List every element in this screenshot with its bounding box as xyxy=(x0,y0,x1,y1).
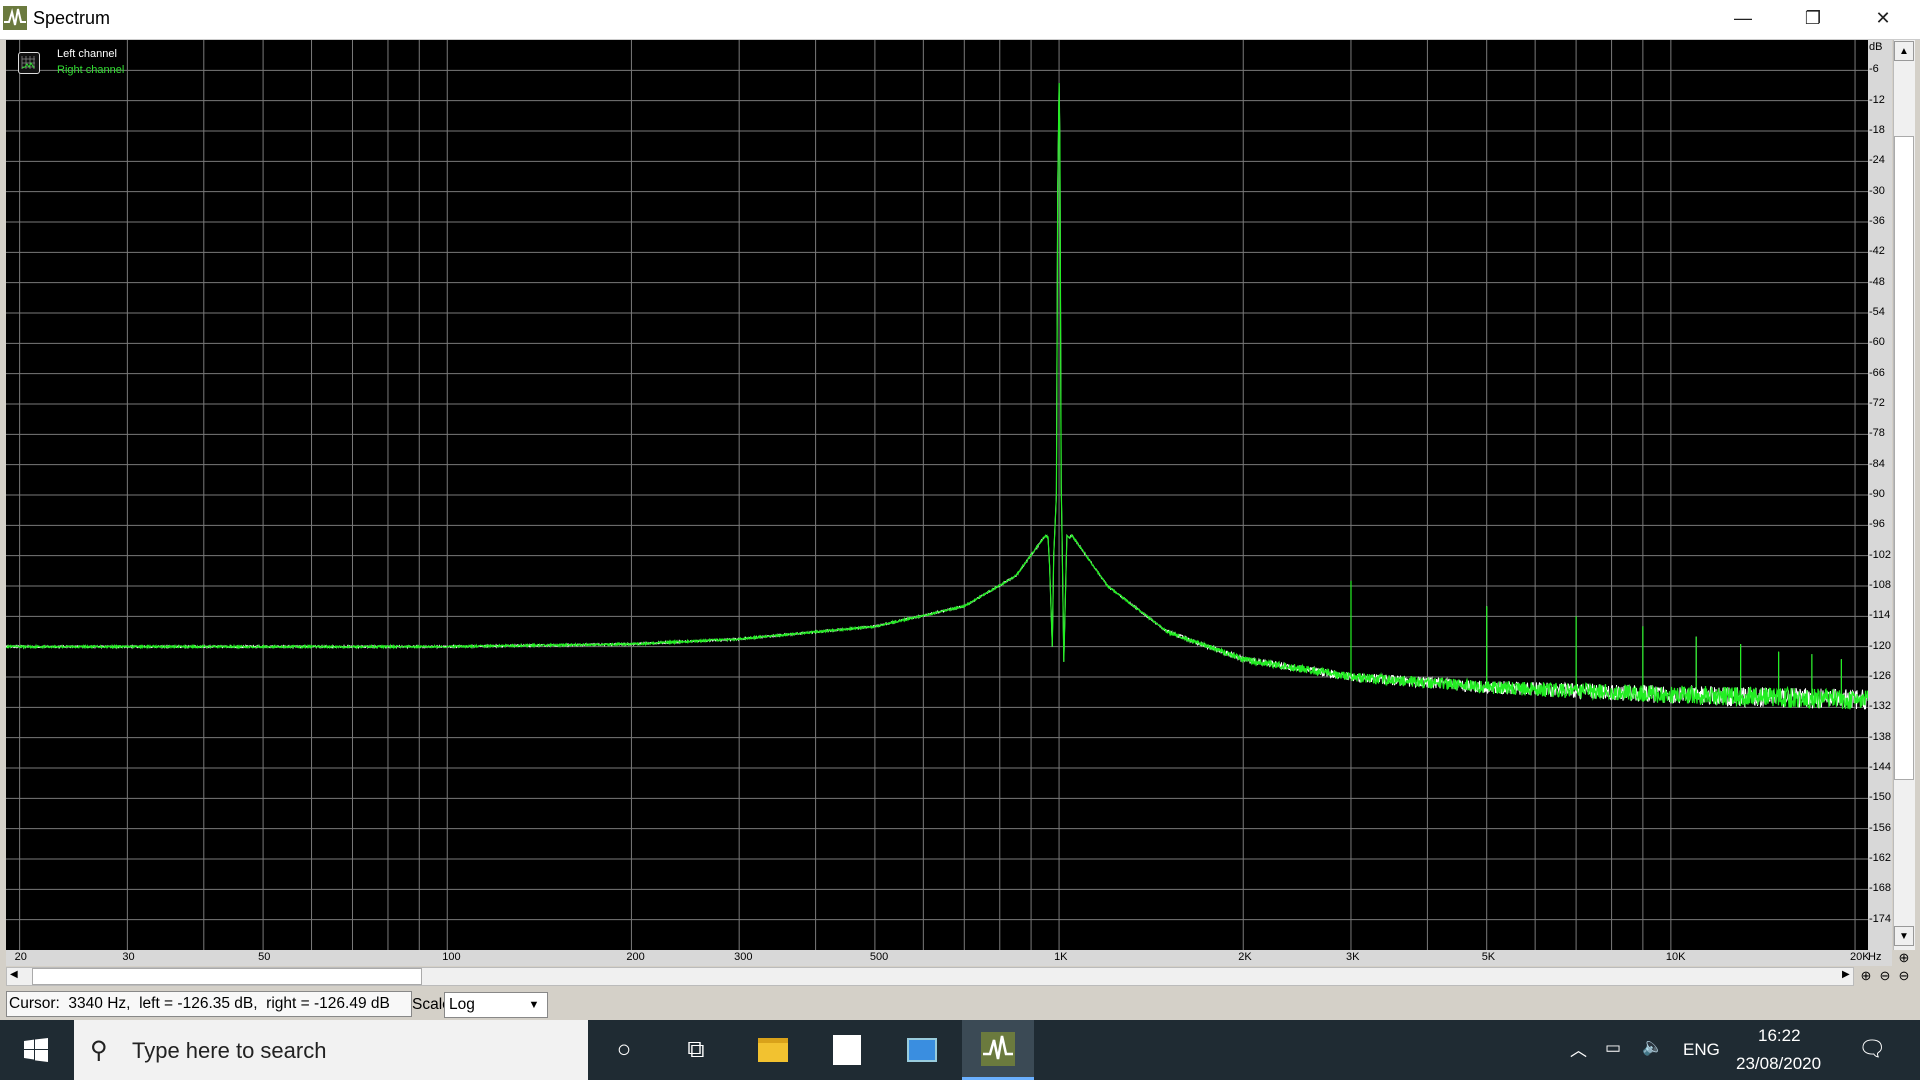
x-tick-label: 300 xyxy=(734,951,753,963)
start-button[interactable] xyxy=(0,1020,72,1080)
y-tick-label: -174 xyxy=(1869,912,1892,925)
y-tick-label: -150 xyxy=(1869,791,1892,804)
y-tick-label: -12 xyxy=(1869,93,1885,106)
spectrum-chart xyxy=(5,40,1869,950)
y-tick-label: -84 xyxy=(1869,457,1885,470)
x-tick-label: 50 xyxy=(258,951,271,963)
cortana-icon[interactable]: ○ xyxy=(616,1036,632,1063)
scale-select[interactable]: Log xyxy=(444,992,548,1018)
y-tick-label: -114 xyxy=(1869,609,1891,622)
y-tick-label: -156 xyxy=(1869,821,1892,834)
spectrum-taskbar-icon[interactable] xyxy=(962,1020,1034,1080)
search-icon: ⚲ xyxy=(90,1037,108,1064)
scroll-up-button[interactable]: ▲ xyxy=(1894,41,1914,61)
zoom-out-x-icon[interactable]: ⊖ xyxy=(1879,968,1891,983)
y-tick-label: -96 xyxy=(1869,518,1885,531)
legend-toggle-icon[interactable] xyxy=(18,52,40,74)
scroll-right-button[interactable]: ▶ xyxy=(1842,969,1850,980)
y-tick-label: -24 xyxy=(1869,154,1885,167)
y-tick-label: -120 xyxy=(1869,639,1892,652)
y-tick-label: -138 xyxy=(1869,730,1892,743)
series-left-channel xyxy=(5,82,1869,710)
y-tick-label: -42 xyxy=(1869,245,1885,258)
y-tick-label: -66 xyxy=(1869,366,1885,379)
spectrum-plot[interactable] xyxy=(5,40,1869,950)
y-axis-unit: dB xyxy=(1869,41,1883,53)
clock-date[interactable]: 23/08/2020 xyxy=(1736,1054,1822,1073)
vertical-scroll-thumb[interactable] xyxy=(1894,136,1914,780)
y-tick-label: -102 xyxy=(1869,548,1892,561)
y-tick-label: -144 xyxy=(1869,761,1892,773)
scale-label: Scale xyxy=(412,996,451,1013)
y-tick-label: -30 xyxy=(1869,184,1885,197)
horizontal-scroll-thumb[interactable] xyxy=(32,968,422,985)
y-tick-label: -60 xyxy=(1869,336,1885,349)
y-tick-label: -108 xyxy=(1869,579,1892,591)
x-tick-label: 100 xyxy=(442,951,461,963)
x-tick-label: 20K xyxy=(1850,951,1870,963)
scroll-left-button[interactable]: ◀ xyxy=(10,969,18,980)
clock-time[interactable]: 16:22 xyxy=(1758,1026,1801,1045)
x-tick-label: 1K xyxy=(1054,951,1068,963)
y-tick-label: -78 xyxy=(1869,427,1885,440)
y-tick-label: -18 xyxy=(1869,124,1885,136)
windows-icon xyxy=(24,1038,48,1062)
x-axis-unit: Hz xyxy=(1868,951,1882,963)
language-indicator[interactable]: ENG xyxy=(1683,1040,1720,1059)
x-tick-label: 3K xyxy=(1345,951,1360,963)
restore-button[interactable]: ❐ xyxy=(1804,7,1822,28)
x-axis: Hz 20 30 50 100 200 300 500 1K 2K 3K 5K 10K 20K xyxy=(6,950,1892,966)
y-tick-label: -162 xyxy=(1869,852,1892,864)
x-tick-label: 2K xyxy=(1238,951,1252,963)
store-icon[interactable] xyxy=(811,1020,883,1080)
zoom-out-y-icon[interactable]: ⊖ xyxy=(1898,968,1910,983)
y-tick-label: -54 xyxy=(1869,306,1885,318)
search-placeholder[interactable]: Type here to search xyxy=(132,1038,327,1063)
y-axis: dB -6 -12 -18 -24 -30 -36 -42 -48 -54 -60 -66 -72 -7… xyxy=(1868,40,1892,950)
y-tick-label: -132 xyxy=(1869,700,1892,713)
minimize-button[interactable]: — xyxy=(1734,7,1752,28)
app-icon xyxy=(3,6,27,30)
y-tick-label: -36 xyxy=(1869,215,1885,227)
legend-right-channel: Right channel xyxy=(57,64,125,76)
chevron-down-icon[interactable]: ▼ xyxy=(528,999,540,1011)
volume-icon[interactable]: 🔈 xyxy=(1642,1037,1664,1056)
y-tick-label: -6 xyxy=(1869,63,1879,76)
scroll-down-button[interactable]: ▼ xyxy=(1894,926,1914,946)
y-tick-label: -48 xyxy=(1869,275,1885,288)
task-view-icon[interactable]: ⧉ xyxy=(687,1036,705,1063)
cursor-readout: Cursor: 3340 Hz, left = -126.35 dB, righ… xyxy=(6,991,412,1017)
grid xyxy=(6,40,1868,950)
horizontal-scrollbar[interactable] xyxy=(6,967,1854,986)
show-hidden-icons-icon[interactable]: ︿ xyxy=(1570,1041,1587,1060)
control-panel-icon[interactable] xyxy=(886,1020,958,1080)
zoom-in-y-icon[interactable]: ⊕ xyxy=(1898,950,1910,965)
x-tick-label: 20 xyxy=(14,951,27,963)
y-tick-label: -126 xyxy=(1869,670,1892,682)
x-tick-label: 5K xyxy=(1481,951,1496,963)
title-bar xyxy=(0,0,1920,40)
x-tick-label: 500 xyxy=(869,951,889,963)
zoom-in-x-icon[interactable]: ⊕ xyxy=(1860,968,1872,983)
y-tick-label: -90 xyxy=(1869,488,1885,500)
x-tick-label: 10K xyxy=(1665,951,1686,963)
x-tick-label: 200 xyxy=(626,951,645,963)
notifications-icon[interactable]: 🗨 xyxy=(1858,1036,1886,1061)
file-explorer-icon[interactable] xyxy=(737,1020,809,1080)
y-tick-label: -72 xyxy=(1869,397,1885,409)
search-box[interactable] xyxy=(74,1020,588,1080)
y-tick-label: -168 xyxy=(1869,882,1892,895)
series-right-channel xyxy=(5,82,1869,710)
battery-icon[interactable]: ▭ xyxy=(1605,1038,1622,1057)
close-button[interactable]: ✕ xyxy=(1875,7,1891,28)
legend-left-channel: Left channel xyxy=(57,48,117,60)
x-tick-label: 30 xyxy=(122,951,135,963)
window-title: Spectrum xyxy=(33,8,111,28)
